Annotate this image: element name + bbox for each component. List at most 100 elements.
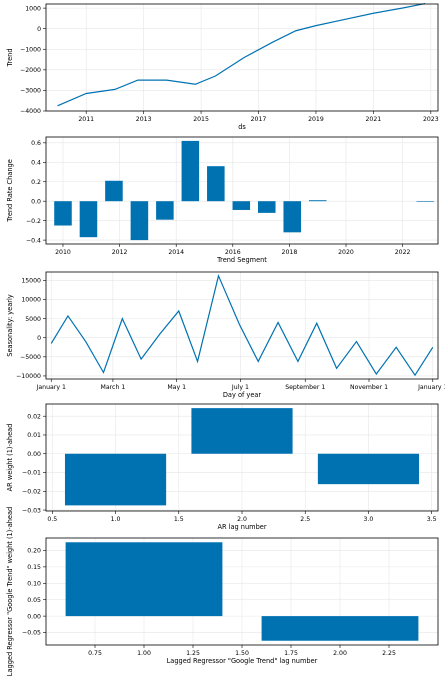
x-tick-label: 3.5 [427,516,437,523]
y-tick-label: −3000 [20,88,41,95]
y-tick-label: 0.2 [31,179,41,186]
x-tick-label: 2011 [78,116,94,123]
y-tick-label: −0.4 [26,237,41,244]
x-tick-label: July 1 [231,384,249,391]
y-tick-label: −0.02 [22,488,41,495]
y-tick-label: 0.20 [27,548,41,555]
x-tick-label: 1.25 [186,650,200,657]
x-tick-label: November 1 [350,384,388,391]
y-tick-label: 0.4 [31,159,41,166]
x-axis-label: Lagged Regressor "Google Trend" lag numb… [167,657,318,665]
y-tick-label: 0.15 [27,564,41,571]
bar [207,166,225,202]
y-tick-label: −0.01 [22,470,41,477]
bar [79,201,98,238]
plot-frame [45,271,439,380]
x-tick-label: 2019 [308,116,324,123]
x-tick-label: 2.5 [300,516,310,523]
trend-panel: 2011 2013 2015 2017 2019 2021 2023 −4000 −3000 −2… [6,3,439,131]
plot-frame [45,3,439,112]
x-tick-label: January 1 [417,384,445,391]
y-tick-label: 0.0 [31,198,41,205]
x-axis-label: Day of year [223,391,262,399]
plot-frame [45,136,439,245]
x-tick-label: 1.50 [235,650,249,657]
bar [257,201,276,213]
y-tick-label: 1000 [25,5,41,12]
bar [181,140,200,202]
x-tick-label: 0.5 [47,516,57,523]
lagged-regressor-panel: 0.75 1.00 1.25 1.50 1.75 2.00 2.25 −0.05 0.00 0.0… [6,507,439,676]
y-tick-label: −4000 [20,108,41,115]
x-axis-label: Trend Segment [216,256,267,264]
trend-rate-change-panel: 2010 2012 2014 2016 2018 2020 2022 −0.4 −0.2 0.0 0… [6,136,439,264]
x-tick-label: 2012 [112,249,128,256]
bar [64,453,167,506]
seasonality-yearly-panel: January 1 March 1 May 1 July 1 September 1 No… [6,271,445,399]
bar [54,201,72,226]
y-tick-label: −5000 [20,354,41,361]
x-tick-label: 3.0 [364,516,374,523]
y-tick-label: 15000 [21,278,41,285]
x-tick-label: 2.25 [382,650,396,657]
bar [317,453,420,485]
y-tick-label: 0 [37,335,41,342]
y-tick-label: −1000 [20,46,41,53]
y-tick-label: 5000 [25,316,41,323]
y-tick-label: 0 [37,26,41,33]
bar [232,201,251,210]
x-tick-label: 2010 [55,249,71,256]
x-tick-label: 2016 [225,249,241,256]
x-tick-label: 2014 [168,249,184,256]
x-tick-label: 0.75 [88,650,102,657]
x-tick-label: May 1 [167,384,186,391]
y-tick-label: 10000 [21,297,41,304]
x-axis-label: AR lag number [217,523,266,531]
bar [308,200,327,202]
y-axis-label: Trend [6,48,14,67]
y-axis-label: Lagged Regressor "Google Trend" weight (… [6,507,14,676]
x-tick-label: 2021 [366,116,382,123]
x-tick-label: 1.5 [174,516,184,523]
x-tick-label: 2020 [338,249,354,256]
x-tick-label: 2022 [395,249,411,256]
x-tick-label: 2017 [251,116,267,123]
series-line [57,3,426,107]
x-tick-label: 2.0 [237,516,247,523]
bar [65,542,223,617]
ar-weights-panel: 0.5 1.0 1.5 2.0 2.5 3.0 3.5 −0.03 −0.02 −0.01 0.00… [6,403,439,531]
y-tick-label: 0.05 [27,597,41,604]
x-tick-label: 2018 [282,249,298,256]
bar [156,201,174,220]
bar [261,616,419,641]
bar [130,201,149,241]
y-tick-label: −0.2 [26,218,41,225]
y-tick-label: 0.02 [27,413,41,420]
y-tick-label: −2000 [20,67,41,74]
y-tick-label: −10000 [16,373,41,380]
y-tick-label: −0.05 [22,630,41,637]
bar [416,201,435,202]
x-tick-label: 1.0 [111,516,121,523]
series-line [50,273,434,377]
y-axis-label: Trend Rate Change [6,159,14,223]
x-tick-label: September 1 [285,384,325,391]
x-tick-label: 2023 [423,116,439,123]
y-tick-label: −0.03 [22,507,41,514]
x-axis-label: ds [238,123,246,131]
bar [283,201,302,233]
y-axis-label: Seasonality: yearly [6,294,14,357]
x-tick-label: 2013 [136,116,152,123]
x-tick-label: March 1 [101,384,126,391]
x-tick-label: 1.75 [284,650,298,657]
y-axis-label: AR weight (1)-ahead [6,424,14,492]
y-tick-label: 0.10 [27,580,41,587]
y-tick-label: 0.6 [31,140,41,147]
x-tick-label: 2.00 [333,650,347,657]
y-tick-label: 0.01 [27,432,41,439]
y-tick-label: 0.00 [27,613,41,620]
bar [105,180,123,202]
x-tick-label: January 1 [36,384,66,391]
x-tick-label: 2015 [193,116,209,123]
